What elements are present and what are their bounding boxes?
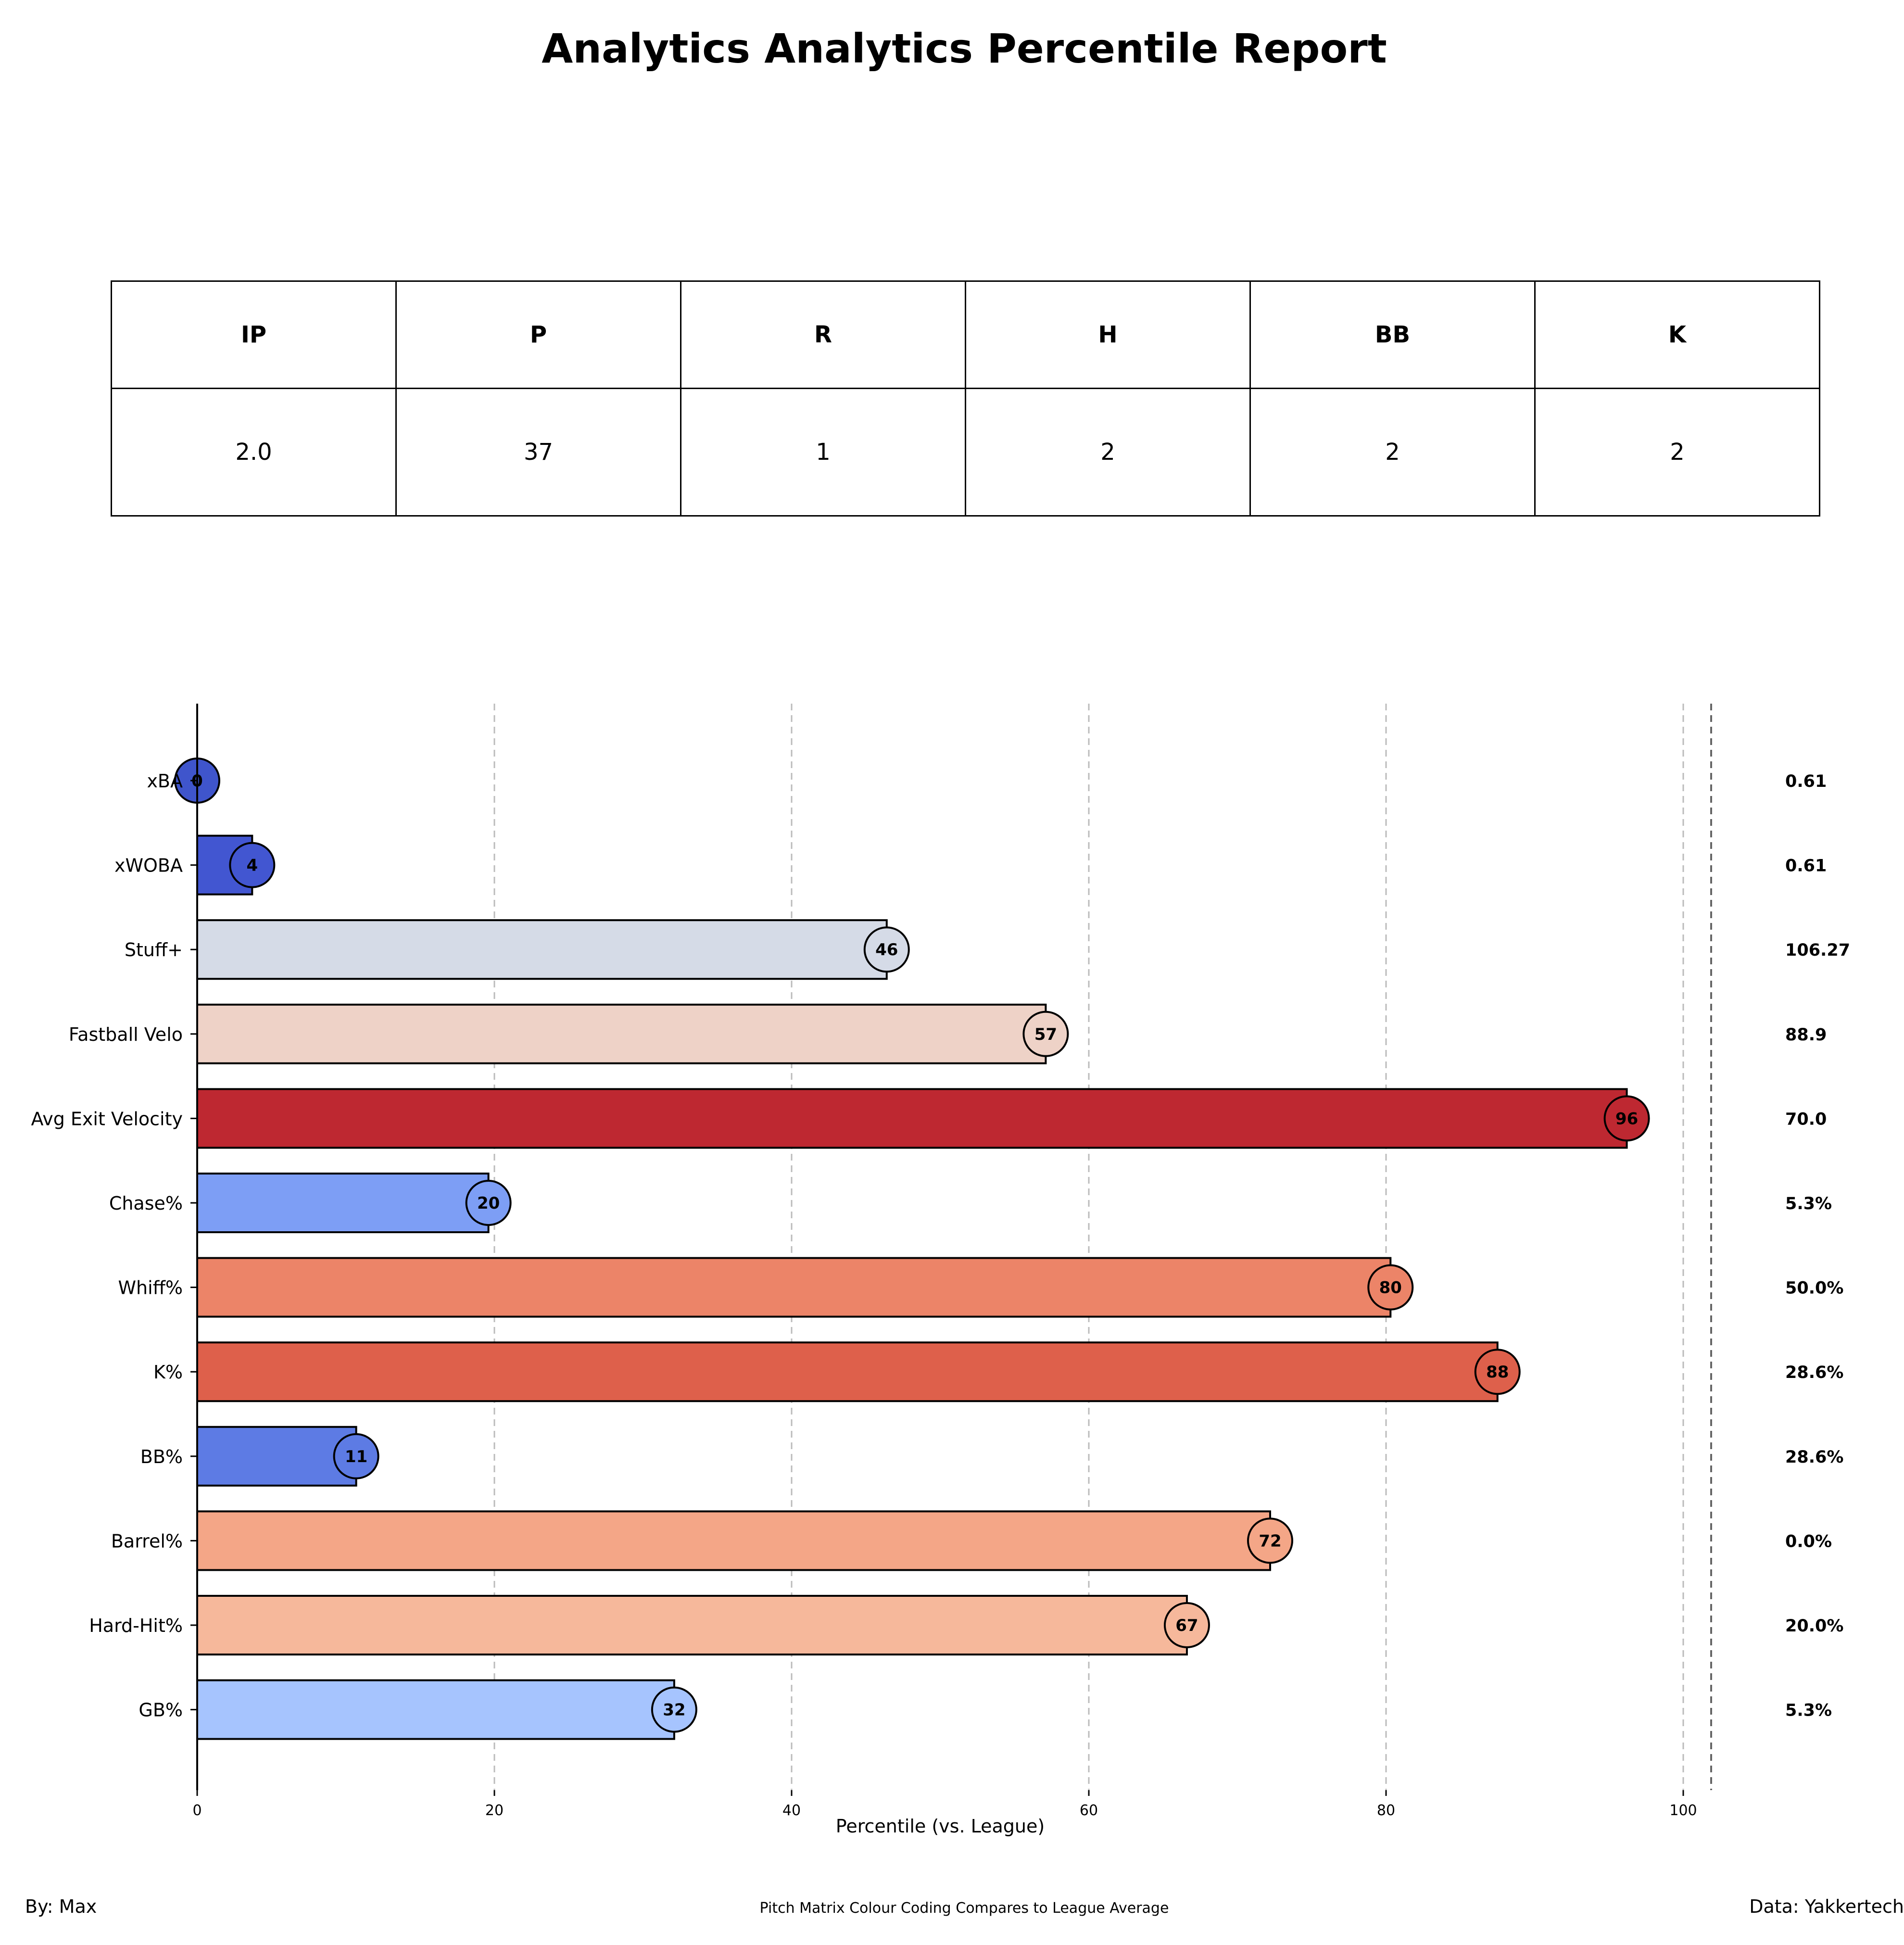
stat-value: 20.0%	[1785, 1617, 1843, 1636]
stats-header-h: H	[965, 280, 1251, 389]
category-label: xWOBA	[114, 855, 183, 876]
percentile-label: 57	[1034, 1025, 1057, 1044]
bar	[196, 1173, 490, 1233]
stats-value-r: 1	[680, 388, 966, 517]
stat-value: 0.61	[1785, 772, 1827, 791]
percentile-marker	[1247, 1517, 1293, 1564]
category-label: xBA	[147, 770, 183, 792]
bar	[196, 1003, 1047, 1064]
stats-value-bb: 2	[1249, 388, 1536, 517]
category-label: K%	[153, 1362, 183, 1383]
stat-value: 5.3%	[1785, 1701, 1832, 1720]
game-stats-table: IP P R H BB K 2.0 37 1 2 2 2	[111, 280, 1820, 517]
x-tick-label: 40	[782, 1802, 801, 1819]
bar	[196, 1679, 675, 1740]
percentile-marker	[333, 1433, 379, 1479]
bar	[196, 1088, 1628, 1149]
category-label: Barrel%	[111, 1530, 183, 1552]
stats-value-row: 2.0 37 1 2 2 2	[111, 388, 1820, 517]
footer-author: By: Max	[25, 1896, 97, 1917]
stats-header-bb: BB	[1249, 280, 1536, 389]
percentile-marker	[1603, 1095, 1650, 1142]
stats-header-row: IP P R H BB K	[111, 280, 1820, 389]
x-tick-label: 20	[485, 1802, 504, 1819]
percentile-marker	[1022, 1010, 1069, 1057]
stats-header-p: P	[395, 280, 681, 389]
percentile-label: 11	[345, 1447, 367, 1466]
percentile-label: 88	[1486, 1363, 1509, 1382]
x-tick-label: 60	[1080, 1802, 1098, 1819]
category-label: GB%	[139, 1700, 183, 1721]
category-label: Whiff%	[118, 1277, 183, 1299]
stat-value: 0.0%	[1785, 1532, 1832, 1551]
bar	[196, 1510, 1271, 1571]
category-label: BB%	[140, 1446, 183, 1467]
category-label: Chase%	[109, 1193, 183, 1214]
bar	[196, 1595, 1188, 1655]
x-tick-label: 100	[1669, 1802, 1697, 1819]
bar	[196, 1426, 357, 1487]
stats-value-p: 37	[395, 388, 681, 517]
bar	[196, 1257, 1392, 1318]
percentile-label: 80	[1379, 1278, 1402, 1298]
stats-header-k: K	[1534, 280, 1820, 389]
x-axis-label: Percentile (vs. League)	[836, 1816, 1045, 1837]
percentile-marker	[1163, 1602, 1210, 1648]
percentile-label: 20	[477, 1194, 500, 1213]
stat-value: 28.6%	[1785, 1448, 1843, 1467]
stats-value-h: 2	[965, 388, 1251, 517]
category-label: Stuff+	[125, 939, 183, 960]
percentile-marker	[863, 926, 910, 973]
percentile-marker	[1474, 1349, 1521, 1395]
category-label: Fastball Velo	[69, 1024, 183, 1045]
stat-value: 5.3%	[1785, 1194, 1832, 1213]
percentile-label: 32	[663, 1701, 685, 1720]
percentile-label: 72	[1259, 1531, 1281, 1551]
x-tick-label: 0	[192, 1802, 202, 1819]
bar	[196, 919, 888, 980]
percentile-marker	[229, 842, 276, 888]
percentile-label: 96	[1615, 1109, 1638, 1128]
stat-value: 50.0%	[1785, 1279, 1843, 1298]
stat-value: 88.9	[1785, 1025, 1827, 1045]
stat-value: 70.0	[1785, 1110, 1827, 1129]
stat-value: 0.61	[1785, 857, 1827, 876]
footer-data-source: Data: Yakkertech	[1749, 1896, 1904, 1917]
percentile-label: 4	[246, 856, 258, 875]
category-label: Hard-Hit%	[89, 1615, 183, 1636]
stats-value-k: 2	[1534, 388, 1820, 517]
percentile-marker	[1367, 1264, 1414, 1311]
percentile-marker	[465, 1180, 512, 1226]
stats-header-ip: IP	[111, 280, 397, 389]
bar	[196, 1341, 1499, 1402]
x-tick-label: 80	[1377, 1802, 1395, 1819]
stats-header-r: R	[680, 280, 966, 389]
stat-value: 106.27	[1785, 941, 1850, 960]
category-label: Avg Exit Velocity	[31, 1108, 183, 1129]
stat-value: 28.6%	[1785, 1363, 1843, 1382]
percentile-label: 67	[1175, 1616, 1198, 1635]
page-title: Analytics Analytics Percentile Report	[542, 25, 1387, 72]
stats-value-ip: 2.0	[111, 388, 397, 517]
footer-note: Pitch Matrix Colour Coding Compares to L…	[759, 1900, 1169, 1917]
percentile-marker	[651, 1686, 697, 1733]
percentile-label: 46	[875, 940, 898, 960]
